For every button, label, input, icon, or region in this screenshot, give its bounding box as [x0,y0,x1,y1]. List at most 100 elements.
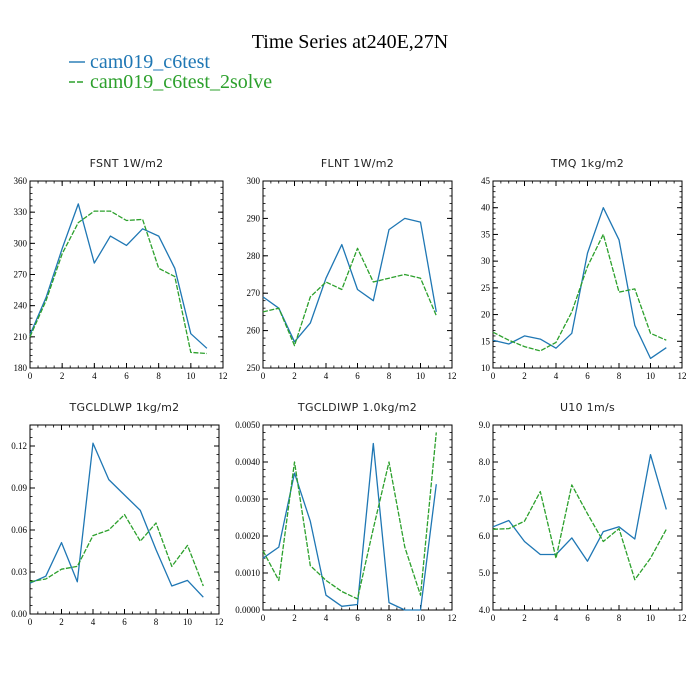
legend-label-2: cam019_c6test_2solve [90,71,272,93]
x-tick-label: 8 [387,613,392,623]
y-tick-label: 240 [14,301,28,311]
panel-title: U10 1m/s [560,401,615,414]
y-tick-label: 0.06 [11,525,27,535]
y-tick-label: 330 [14,207,28,217]
x-tick-label: 8 [156,371,161,381]
y-tick-label: 25 [481,283,491,293]
x-tick-label: 2 [60,371,65,381]
x-tick-label: 0 [261,613,266,623]
chart-panel-3: TMQ 1kg/m2 0 2 4 6 8 10 12 10 15 20 25 30 35 40 45 [481,157,687,381]
y-tick-label: 290 [247,213,261,223]
x-tick-label: 2 [522,613,527,623]
x-tick-label: 10 [416,371,426,381]
chart-panel-1: FSNT 1W/m2 0 2 4 6 8 10 12 180 210 240 270 300 330 360 [14,157,228,381]
x-tick-label: 0 [491,371,496,381]
x-tick-label: 8 [617,613,622,623]
x-tick-label: 2 [59,617,64,627]
y-tick-label: 35 [481,229,491,239]
x-tick-label: 8 [154,617,159,627]
y-tick-label: 270 [14,270,28,280]
y-tick-label: 0.0010 [235,568,260,578]
x-tick-label: 8 [387,371,392,381]
x-tick-label: 0 [28,371,33,381]
y-tick-label: 20 [481,310,491,320]
y-tick-label: 0.12 [11,441,27,451]
y-tick-label: 280 [247,251,261,261]
x-tick-label: 0 [261,371,266,381]
x-tick-label: 2 [522,371,527,381]
y-tick-label: 0.03 [11,567,27,577]
panel-title: FSNT 1W/m2 [90,157,164,170]
y-tick-label: 0.09 [11,483,27,493]
series-line-2 [29,210,207,355]
series-line-1 [29,442,204,598]
y-tick-label: 0.0030 [235,494,260,504]
y-tick-label: 0.0020 [235,531,260,541]
series-line-1 [492,453,667,562]
x-tick-label: 2 [292,371,297,381]
x-tick-label: 10 [186,371,196,381]
series-line-1 [262,442,437,611]
x-tick-label: 8 [617,371,622,381]
y-tick-label: 360 [14,176,28,186]
chart-panel-2: FLNT 1W/m2 0 2 4 6 8 10 12 250 260 270 280 290 300 [247,157,457,381]
x-tick-label: 4 [324,613,329,623]
x-tick-label: 2 [292,613,297,623]
y-tick-label: 5.0 [479,568,491,578]
x-tick-label: 6 [122,617,127,627]
plot-frame [492,424,683,611]
x-tick-label: 4 [324,371,329,381]
y-tick-label: 300 [14,238,28,248]
chart-panels: FSNT 1W/m20 2 4 6 8 10 12180210240270300330360… [11,157,686,627]
panel-title: TGCLDLWP 1kg/m2 [69,401,180,414]
series-line-2 [262,432,437,600]
series-line-2 [29,513,204,587]
y-tick-label: 0.0000 [235,605,260,615]
x-tick-label: 6 [585,371,590,381]
x-tick-label: 10 [183,617,193,627]
y-tick-label: 210 [14,332,28,342]
series-line-1 [29,203,208,349]
x-tick-label: 0 [28,617,33,627]
y-tick-label: 180 [14,363,28,373]
series-line-1 [492,207,667,360]
series-line-1 [262,217,437,343]
figure-title: Time Series at240E,27N [252,31,448,53]
panel-title: TMQ 1kg/m2 [550,157,624,170]
legend-label-1: cam019_c6test [90,51,210,73]
x-tick-label: 4 [554,613,559,623]
y-tick-label: 30 [481,256,491,266]
y-tick-label: 300 [247,176,261,186]
x-tick-label: 4 [554,371,559,381]
plot-frame [492,180,683,369]
y-tick-label: 0.0040 [235,457,260,467]
y-tick-label: 7.0 [479,494,491,504]
y-tick-label: 6.0 [479,531,491,541]
y-tick-label: 8.0 [479,457,491,467]
x-tick-label: 10 [646,613,656,623]
panel-title: FLNT 1W/m2 [321,157,394,170]
x-tick-label: 10 [416,613,426,623]
x-tick-label: 4 [91,617,96,627]
series-line-2 [492,484,667,581]
series-line-2 [262,247,437,347]
y-tick-label: 260 [247,326,261,336]
y-tick-label: 10 [481,363,491,373]
y-tick-label: 15 [481,336,491,346]
x-tick-label: 6 [585,613,590,623]
x-tick-label: 12 [448,613,457,623]
y-tick-label: 45 [481,176,491,186]
chart-panel-4: TGCLDLWP 1kg/m2 0 2 4 6 8 10 12 0.00 0.03 0.06 0.09… [11,401,223,627]
y-tick-label: 0.0050 [235,420,260,430]
x-tick-label: 12 [219,371,228,381]
y-tick-label: 40 [481,203,491,213]
y-tick-label: 270 [247,288,261,298]
plot-frame [29,424,220,615]
y-tick-label: 0.00 [11,609,27,619]
y-tick-label: 4.0 [479,605,491,615]
plot-frame [29,180,224,369]
panel-title: TGCLDIWP 1.0kg/m2 [297,401,417,414]
x-tick-label: 6 [355,371,360,381]
